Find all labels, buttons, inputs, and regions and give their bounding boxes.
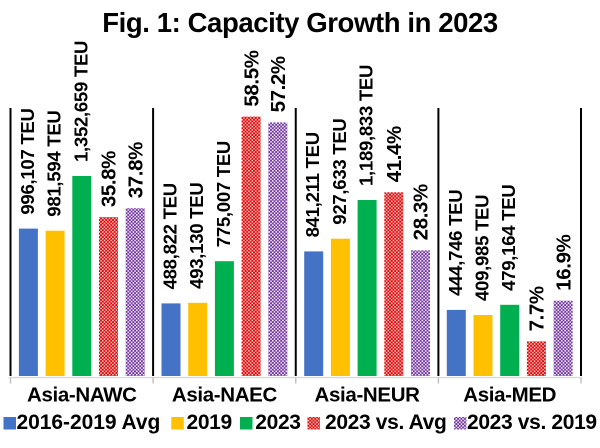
svg-text:28.3%: 28.3% — [410, 184, 433, 240]
svg-text:479,164 TEU: 479,164 TEU — [498, 185, 519, 291]
svg-text:35.8%: 35.8% — [98, 151, 121, 207]
svg-text:2023: 2023 — [255, 411, 300, 434]
svg-text:981,594 TEU: 981,594 TEU — [44, 110, 65, 216]
svg-text:7.7%: 7.7% — [526, 286, 549, 331]
svg-text:Asia-NEUR: Asia-NEUR — [315, 384, 421, 407]
svg-text:775,007 TEU: 775,007 TEU — [213, 141, 234, 247]
svg-text:841,211 TEU: 841,211 TEU — [302, 132, 323, 237]
svg-text:444,746 TEU: 444,746 TEU — [445, 190, 466, 296]
svg-text:927,633 TEU: 927,633 TEU — [329, 118, 350, 224]
svg-text:2023 vs. 2019: 2023 vs. 2019 — [467, 411, 597, 434]
svg-text:Fig. 1: Capacity Growth in 202: Fig. 1: Capacity Growth in 2023 — [102, 7, 498, 38]
svg-text:41.4%: 41.4% — [383, 126, 406, 182]
svg-text:409,985 TEU: 409,985 TEU — [472, 195, 493, 301]
svg-text:493,130 TEU: 493,130 TEU — [186, 183, 207, 289]
svg-text:2023 vs. Avg: 2023 vs. Avg — [325, 411, 447, 434]
svg-text:996,107 TEU: 996,107 TEU — [17, 108, 38, 214]
svg-text:Asia-NAWC: Asia-NAWC — [27, 384, 137, 407]
svg-text:488,822 TEU: 488,822 TEU — [160, 183, 181, 289]
svg-text:Asia-NAEC: Asia-NAEC — [172, 384, 278, 407]
svg-text:2019: 2019 — [187, 411, 232, 434]
svg-text:2016-2019 Avg: 2016-2019 Avg — [17, 411, 161, 434]
svg-text:16.9%: 16.9% — [552, 234, 575, 290]
svg-text:57.2%: 57.2% — [267, 56, 290, 112]
svg-text:58.5%: 58.5% — [240, 50, 263, 106]
svg-text:37.8%: 37.8% — [124, 142, 147, 198]
svg-text:Asia-MED: Asia-MED — [463, 384, 556, 407]
svg-text:1,352,659 TEU: 1,352,659 TEU — [70, 41, 91, 162]
svg-text:1,189,833 TEU: 1,189,833 TEU — [356, 65, 377, 186]
